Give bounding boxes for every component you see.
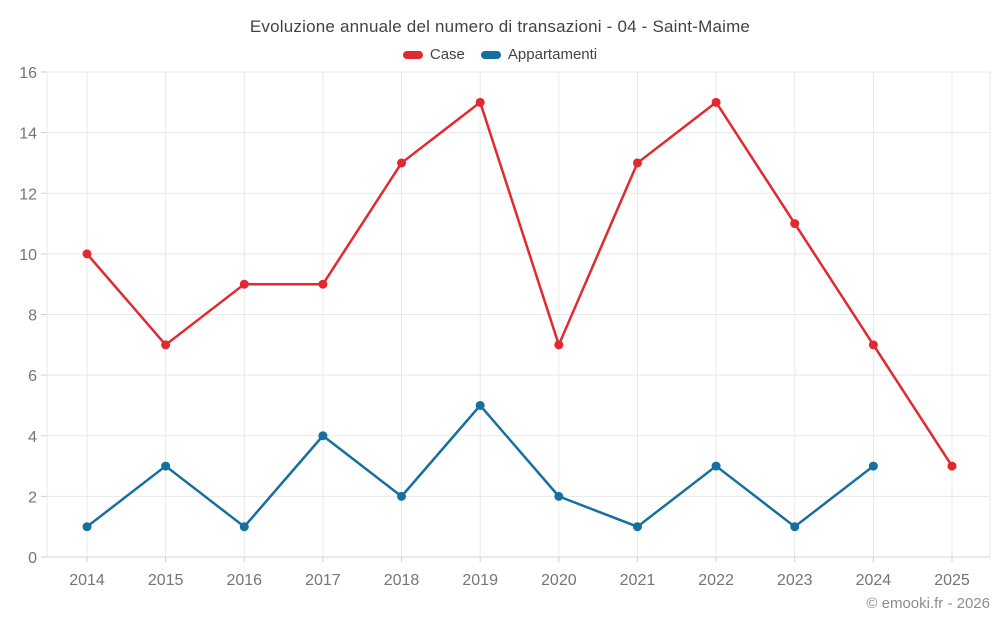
legend-swatch-icon <box>402 50 423 59</box>
x-axis-tick-label: 2017 <box>305 572 341 589</box>
legend-label: Case <box>429 46 465 63</box>
x-axis-tick-label: 2016 <box>226 572 262 589</box>
series-line-case <box>85 101 954 468</box>
data-point-appartamenti-2018[interactable] <box>397 491 407 501</box>
legend-swatch-icon <box>480 50 501 59</box>
data-point-appartamenti-2015[interactable] <box>161 461 171 471</box>
data-point-case-2024[interactable] <box>868 340 878 350</box>
x-axis-tick-label: 2020 <box>541 572 577 589</box>
data-point-appartamenti-2020[interactable] <box>554 491 564 501</box>
data-point-appartamenti-2022[interactable] <box>711 461 721 471</box>
copyright-credit: © emooki.fr - 2026 <box>866 595 990 612</box>
data-point-case-2022[interactable] <box>711 97 721 107</box>
data-point-case-2014[interactable] <box>82 249 92 259</box>
y-axis-tick-label: 6 <box>28 368 37 385</box>
x-axis-tick-label: 2025 <box>934 572 970 589</box>
x-axis-tick-label: 2015 <box>148 572 184 589</box>
data-point-appartamenti-2014[interactable] <box>82 522 92 532</box>
chart-legend: Case Appartamenti <box>0 46 1000 63</box>
data-point-appartamenti-2017[interactable] <box>318 431 328 441</box>
data-point-appartamenti-2023[interactable] <box>790 522 800 532</box>
data-point-case-2015[interactable] <box>161 340 171 350</box>
legend-item-appartamenti[interactable]: Appartamenti <box>480 46 598 63</box>
x-axis-tick-label: 2014 <box>69 572 105 589</box>
data-point-appartamenti-2021[interactable] <box>632 522 642 532</box>
data-point-case-2025[interactable] <box>947 461 957 471</box>
data-point-appartamenti-2019[interactable] <box>475 400 485 410</box>
data-point-case-2018[interactable] <box>397 158 407 168</box>
data-point-case-2017[interactable] <box>318 279 328 289</box>
data-point-appartamenti-2024[interactable] <box>868 461 878 471</box>
data-point-case-2020[interactable] <box>554 340 564 350</box>
data-point-appartamenti-2016[interactable] <box>239 522 249 532</box>
legend-label: Appartamenti <box>507 46 598 63</box>
x-axis-tick-label: 2024 <box>856 572 892 589</box>
x-axis-tick-label: 2023 <box>777 572 813 589</box>
data-point-case-2019[interactable] <box>475 97 485 107</box>
x-axis-tick-label: 2018 <box>384 572 420 589</box>
data-point-case-2023[interactable] <box>790 219 800 229</box>
y-axis-tick-label: 12 <box>19 186 37 203</box>
data-point-case-2016[interactable] <box>239 279 249 289</box>
legend-item-case[interactable]: Case <box>402 46 465 63</box>
y-axis-tick-label: 8 <box>28 308 37 325</box>
x-axis-tick-label: 2019 <box>462 572 498 589</box>
x-axis-tick-label: 2022 <box>698 572 734 589</box>
y-axis-tick-label: 0 <box>28 550 37 567</box>
chart-title: Evoluzione annuale del numero di transaz… <box>249 17 751 36</box>
y-axis-tick-label: 16 <box>19 65 37 82</box>
data-point-case-2021[interactable] <box>632 158 642 168</box>
y-axis-tick-label: 2 <box>28 489 37 506</box>
y-axis-tick-label: 10 <box>19 247 37 264</box>
y-axis-tick-label: 14 <box>19 126 37 143</box>
y-axis-tick-label: 4 <box>28 429 37 446</box>
x-axis-tick-label: 2021 <box>620 572 656 589</box>
